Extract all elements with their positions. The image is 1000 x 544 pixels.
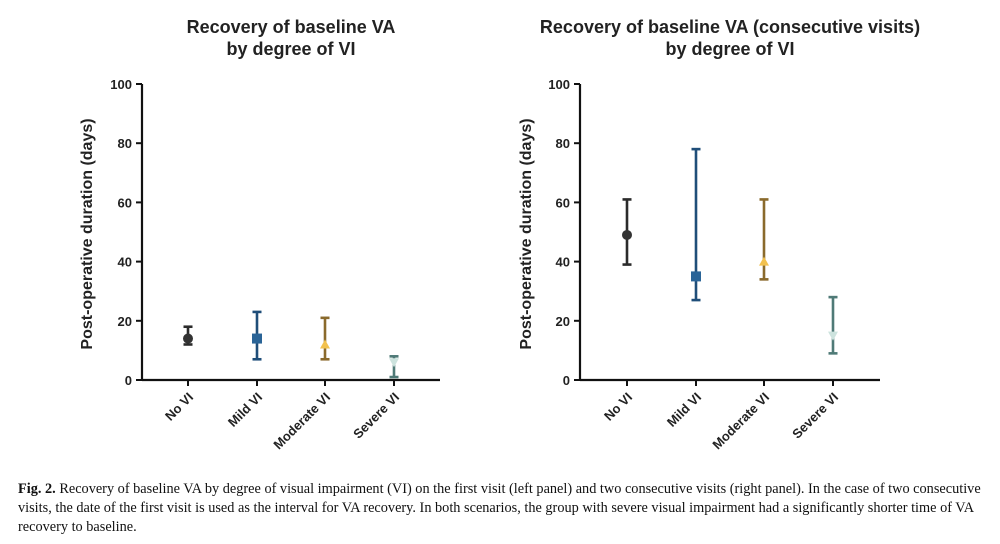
y-tick-label: 0 [125, 373, 132, 388]
y-axis-label: Post-operative duration (days) [518, 118, 535, 349]
y-tick-label: 60 [118, 195, 132, 210]
data-point-marker [759, 256, 769, 266]
x-tick-label: Moderate VI [709, 390, 772, 453]
data-point-marker [183, 333, 193, 344]
caption-label: Fig. 2. [18, 481, 56, 497]
y-tick-label: 100 [548, 77, 570, 92]
y-tick-label: 80 [118, 136, 132, 151]
y-tick-label: 80 [556, 136, 570, 151]
y-tick-label: 20 [118, 314, 132, 329]
figure-caption: Fig. 2. Recovery of baseline VA by degre… [18, 480, 984, 537]
y-tick-label: 20 [556, 314, 570, 329]
y-axis-label: Post-operative duration (days) [79, 118, 96, 349]
x-tick-label: No VI [162, 390, 196, 424]
data-point-marker [389, 358, 399, 368]
x-tick-label: Mild VI [225, 390, 265, 430]
x-tick-label: Moderate VI [270, 390, 333, 453]
y-tick-label: 60 [556, 195, 570, 210]
x-tick-label: Mild VI [664, 390, 704, 430]
y-tick-label: 40 [118, 255, 132, 270]
y-tick-label: 40 [556, 255, 570, 270]
data-point-marker [320, 339, 330, 349]
chart-title-line: Recovery of baseline VA (consecutive vis… [540, 17, 920, 37]
data-point-marker [691, 271, 701, 282]
x-tick-label: Severe VI [789, 390, 841, 442]
chart-title-line: by degree of VI [665, 39, 794, 59]
data-point-marker [828, 331, 838, 341]
caption-text: Recovery of baseline VA by degree of vis… [18, 481, 981, 535]
chart-title-line: by degree of VI [226, 39, 355, 59]
right-panel-recovery-consecutive-visits: Recovery of baseline VA (consecutive vis… [518, 17, 920, 452]
data-point-marker [622, 229, 632, 240]
y-tick-label: 100 [110, 77, 132, 92]
x-tick-label: No VI [601, 390, 635, 424]
data-point-marker [252, 333, 262, 344]
chart-title-line: Recovery of baseline VA [187, 17, 396, 37]
x-tick-label: Severe VI [350, 390, 402, 442]
y-tick-label: 0 [563, 373, 570, 388]
